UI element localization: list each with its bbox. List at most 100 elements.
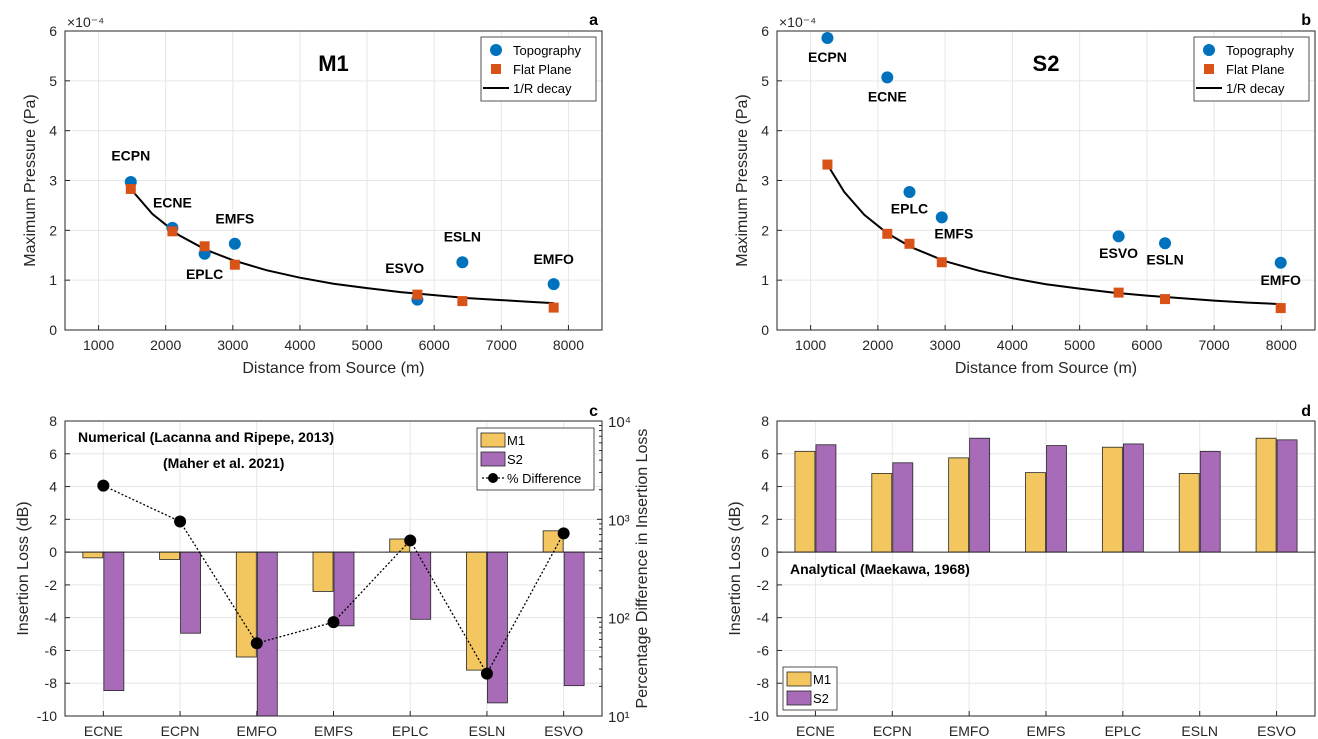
m1-bar bbox=[1178, 473, 1200, 553]
panel-label: a bbox=[589, 12, 598, 29]
y-tick-label: 8 bbox=[761, 413, 769, 429]
m1-bar bbox=[1025, 472, 1046, 553]
x-tick-label: EMFS bbox=[1027, 723, 1066, 739]
y-tick-label: 0 bbox=[49, 544, 57, 560]
x-tick-label: ESVO bbox=[544, 723, 583, 739]
y-tick-label: 2 bbox=[761, 222, 769, 238]
y-tick-label: -8 bbox=[757, 675, 770, 691]
flat-plane-point bbox=[199, 241, 210, 252]
x-axis-label: Distance from Source (m) bbox=[242, 360, 424, 377]
x-tick-label: EPLC bbox=[392, 723, 429, 739]
legend-swatch-square bbox=[491, 64, 501, 74]
legend-swatch-bar bbox=[480, 432, 506, 448]
topography-point bbox=[547, 278, 560, 291]
y-tick-label: 1 bbox=[49, 272, 57, 288]
m1-bar bbox=[794, 450, 816, 553]
y-tick-label: -2 bbox=[45, 577, 58, 593]
y-tick-label: 6 bbox=[49, 446, 57, 462]
y-axis-label: Maximum Pressure (Pa) bbox=[22, 94, 39, 266]
m1-bar bbox=[312, 551, 334, 592]
annotation-maher: (Maher et al. 2021) bbox=[163, 455, 284, 471]
y-tick-label: 8 bbox=[49, 413, 57, 429]
x-tick-label: 6000 bbox=[419, 337, 450, 353]
x-tick-label: 4000 bbox=[997, 337, 1028, 353]
flat-plane-point bbox=[904, 238, 915, 249]
legend-label: Topography bbox=[1226, 43, 1294, 58]
topography-point bbox=[903, 185, 916, 198]
x-tick-label: EMFO bbox=[949, 723, 990, 739]
x-tick-label: ECNE bbox=[84, 723, 123, 739]
flat-plane-point bbox=[229, 259, 240, 270]
flat-plane-point bbox=[125, 183, 136, 194]
s2-bar bbox=[815, 444, 837, 553]
legend-label: M1 bbox=[507, 433, 525, 448]
y-tick-label: -4 bbox=[757, 610, 770, 626]
s2-bar bbox=[1122, 443, 1144, 553]
station-label: ECNE bbox=[153, 194, 192, 210]
y-tick-label: -10 bbox=[749, 708, 769, 724]
decay-curve bbox=[130, 188, 554, 305]
flat-plane-point bbox=[548, 302, 559, 313]
flat-plane-point bbox=[457, 296, 468, 307]
m1-bar bbox=[82, 551, 104, 559]
decay-curve bbox=[826, 164, 1281, 306]
station-label: ESLN bbox=[444, 228, 481, 244]
bar-axes-box bbox=[776, 420, 1316, 717]
legend-label: % Difference bbox=[507, 471, 581, 486]
station-label: ESLN bbox=[1146, 252, 1183, 268]
y-tick-label: 1 bbox=[761, 272, 769, 288]
y-tick-label: 6 bbox=[49, 23, 57, 39]
legend-label: 1/R decay bbox=[1226, 81, 1285, 96]
legend-label: Topography bbox=[513, 43, 581, 58]
legend-swatch-circle bbox=[488, 473, 498, 483]
flat-plane-point bbox=[1113, 287, 1124, 298]
legend-label: Flat Plane bbox=[1226, 62, 1285, 77]
m1-bar bbox=[1255, 437, 1277, 553]
m1-bar bbox=[948, 457, 970, 553]
chart-title: M1 bbox=[318, 51, 349, 76]
percent-difference-point bbox=[250, 637, 263, 650]
topography-point bbox=[1112, 230, 1125, 243]
station-label: ESVO bbox=[385, 260, 424, 276]
flat-plane-point bbox=[822, 159, 833, 170]
topography-point bbox=[821, 31, 834, 44]
station-label: EMFO bbox=[533, 251, 574, 267]
y-tick-label: 0 bbox=[761, 322, 769, 338]
station-label: ECPN bbox=[111, 148, 150, 164]
y-axis-label: Insertion Loss (dB) bbox=[15, 501, 32, 635]
station-label: ESVO bbox=[1099, 245, 1138, 261]
s2-bar bbox=[487, 551, 508, 704]
percent-difference-point bbox=[480, 667, 493, 680]
y-tick-label: 3 bbox=[49, 173, 57, 189]
m1-bar bbox=[159, 551, 180, 560]
flat-plane-point bbox=[167, 226, 178, 237]
y-tick-label: -8 bbox=[45, 675, 58, 691]
y-tick-label: -6 bbox=[757, 642, 770, 658]
s2-bar bbox=[103, 551, 125, 691]
topography-point bbox=[1274, 256, 1287, 269]
scatter-axes-box bbox=[776, 30, 1316, 331]
y-tick-label: -4 bbox=[45, 610, 58, 626]
s2-bar bbox=[563, 551, 585, 687]
x-tick-label: 1000 bbox=[83, 337, 114, 353]
percent-difference-point bbox=[557, 527, 570, 540]
y-tick-label: 4 bbox=[49, 123, 57, 139]
panel-label: b bbox=[1301, 12, 1311, 29]
x-tick-label: 5000 bbox=[1064, 337, 1095, 353]
legend-label: M1 bbox=[813, 672, 831, 687]
panel-label: d bbox=[1301, 403, 1311, 420]
y-tick-label: -2 bbox=[757, 577, 770, 593]
legend-label: S2 bbox=[813, 691, 829, 706]
y-tick-label: -10 bbox=[37, 708, 57, 724]
y-tick-label: 5 bbox=[761, 73, 769, 89]
right-tick-label: 10¹ bbox=[608, 709, 630, 726]
x-tick-label: ESLN bbox=[1181, 723, 1218, 739]
s2-bar bbox=[333, 551, 355, 627]
x-tick-label: ECNE bbox=[796, 723, 835, 739]
panel-label: c bbox=[589, 403, 598, 420]
flat-plane-point bbox=[936, 257, 947, 268]
station-label: EMFS bbox=[934, 225, 973, 241]
x-axis-label: Distance from Source (m) bbox=[955, 360, 1137, 377]
x-tick-label: EMFS bbox=[314, 723, 353, 739]
